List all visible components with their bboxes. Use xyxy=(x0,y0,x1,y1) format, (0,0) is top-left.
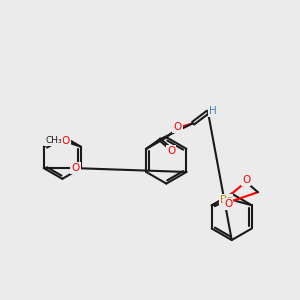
Text: O: O xyxy=(242,175,250,185)
Text: O: O xyxy=(71,163,80,173)
Text: CH₃: CH₃ xyxy=(45,136,62,145)
Text: H: H xyxy=(208,106,216,116)
Text: O: O xyxy=(71,163,80,173)
Text: O: O xyxy=(173,122,182,132)
Text: O: O xyxy=(224,200,232,209)
Text: O: O xyxy=(167,146,176,156)
Text: O: O xyxy=(61,136,70,146)
Text: Br: Br xyxy=(220,195,232,205)
